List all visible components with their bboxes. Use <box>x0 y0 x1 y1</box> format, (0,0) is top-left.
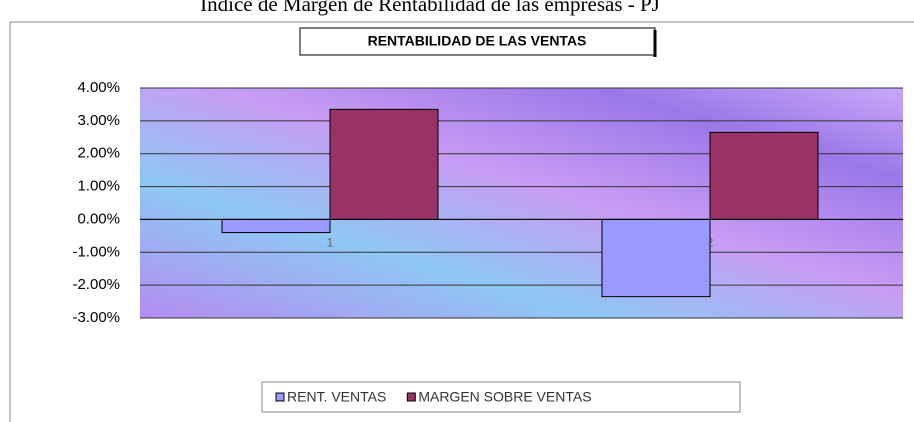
bar <box>221 218 331 234</box>
y-tick-label: -3.00% <box>72 309 120 326</box>
y-tick-label: 3.00% <box>77 112 120 129</box>
chart-title: RENTABILIDAD DE LAS VENTAS <box>368 33 587 49</box>
bar <box>709 131 819 220</box>
bar <box>329 108 439 220</box>
x-tick-label: 1 <box>327 236 334 250</box>
y-tick-label: 2.00% <box>77 145 120 162</box>
y-tick-label: 4.00% <box>77 79 120 96</box>
y-tick-label: -2.00% <box>72 276 120 293</box>
y-tick-label: 0.00% <box>77 210 120 227</box>
y-tick-label: 1.00% <box>77 178 120 195</box>
legend-label: RENT. VENTAS <box>287 389 386 405</box>
legend-swatch <box>275 392 285 402</box>
title-box <box>299 27 656 56</box>
legend-label: MARGEN SOBRE VENTAS <box>418 389 591 405</box>
legend-swatch <box>406 392 416 402</box>
page-title: Indice de Margen de Rentabilidad de las … <box>200 0 660 16</box>
y-tick-label: -1.00% <box>72 243 120 260</box>
bar <box>601 218 711 298</box>
legend-box <box>261 381 741 413</box>
